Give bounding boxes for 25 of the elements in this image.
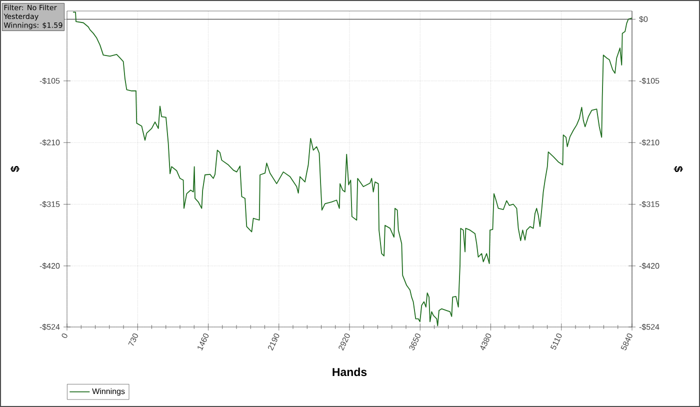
x-tick-label: 5840 (620, 334, 632, 350)
x-axis-title: Hands (332, 368, 367, 376)
y-tick-label: -$210 (40, 139, 60, 146)
y2-tick-label: -$524 (639, 324, 660, 330)
x-tick-label: 2920 (338, 334, 350, 351)
x-tick-label: 2190 (268, 334, 280, 351)
x-tick-label: 0 (62, 334, 68, 338)
x-tick-label: 3650 (409, 334, 420, 350)
y2-axis-title: $ (674, 166, 684, 172)
x-tick-label: 5110 (550, 334, 562, 350)
x-tick-label: 730 (128, 334, 138, 346)
y2-tick-label: -$420 (639, 262, 660, 270)
y-tick-label: -$524 (40, 324, 60, 330)
y-tick-label: -$420 (40, 262, 60, 270)
x-tick-label: 4380 (480, 334, 492, 350)
y2-tick-label: -$105 (639, 78, 660, 84)
y2-tick-label: -$315 (639, 200, 660, 208)
y-tick-label: -$105 (40, 78, 60, 84)
y2-tick-label: -$210 (639, 139, 660, 146)
y2-tick-label: $0 (639, 16, 648, 22)
y-axis-title: $ (10, 166, 20, 172)
y-tick-label: -$315 (40, 200, 60, 208)
line-series (72, 12, 632, 326)
legend-label: Winnings (92, 388, 125, 396)
x-tick-label: 1460 (198, 334, 209, 350)
